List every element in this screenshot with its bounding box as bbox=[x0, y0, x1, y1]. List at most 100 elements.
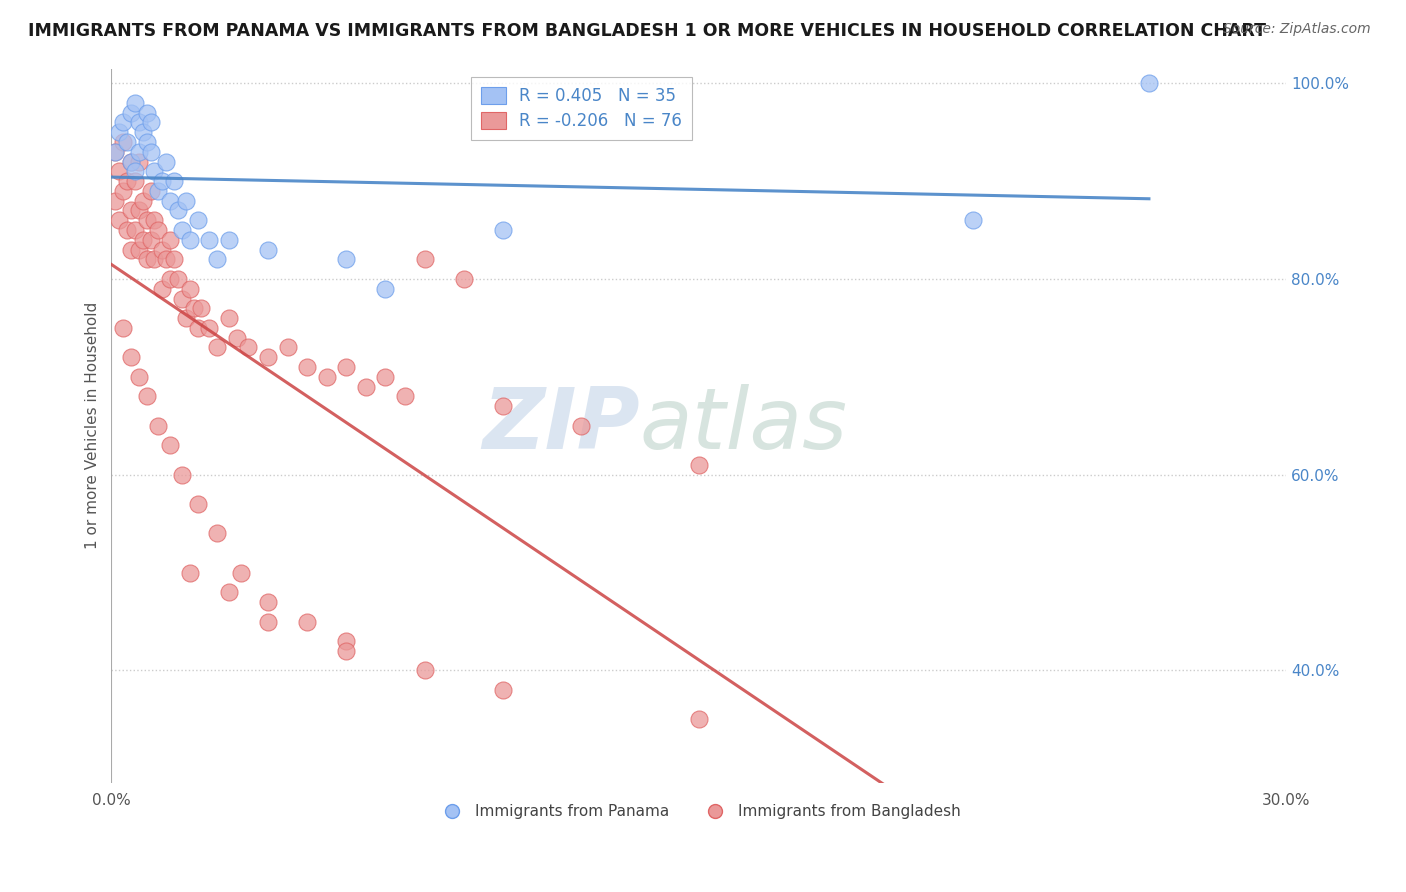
Point bbox=[143, 213, 166, 227]
Point bbox=[135, 135, 157, 149]
Point bbox=[120, 105, 142, 120]
Point bbox=[128, 154, 150, 169]
Point bbox=[167, 203, 190, 218]
Point bbox=[135, 252, 157, 267]
Point bbox=[150, 174, 173, 188]
Point bbox=[143, 252, 166, 267]
Point bbox=[205, 252, 228, 267]
Point bbox=[218, 311, 240, 326]
Point bbox=[104, 145, 127, 159]
Point bbox=[148, 184, 170, 198]
Point bbox=[112, 115, 135, 129]
Point bbox=[155, 154, 177, 169]
Point bbox=[132, 233, 155, 247]
Point bbox=[492, 399, 515, 413]
Point bbox=[159, 194, 181, 208]
Point bbox=[120, 203, 142, 218]
Point bbox=[120, 154, 142, 169]
Point bbox=[187, 497, 209, 511]
Point bbox=[112, 184, 135, 198]
Point bbox=[238, 341, 260, 355]
Point bbox=[335, 644, 357, 658]
Point bbox=[335, 634, 357, 648]
Point bbox=[115, 135, 138, 149]
Point bbox=[150, 282, 173, 296]
Point bbox=[229, 566, 252, 580]
Point bbox=[163, 252, 186, 267]
Point bbox=[167, 272, 190, 286]
Point bbox=[374, 369, 396, 384]
Point bbox=[155, 252, 177, 267]
Point bbox=[257, 351, 280, 365]
Point bbox=[150, 243, 173, 257]
Point bbox=[124, 95, 146, 110]
Point bbox=[108, 125, 131, 139]
Point bbox=[132, 194, 155, 208]
Point bbox=[163, 174, 186, 188]
Point bbox=[179, 282, 201, 296]
Point bbox=[128, 203, 150, 218]
Point bbox=[135, 213, 157, 227]
Point bbox=[135, 389, 157, 403]
Point bbox=[124, 174, 146, 188]
Point bbox=[108, 164, 131, 178]
Point bbox=[104, 194, 127, 208]
Point bbox=[257, 615, 280, 629]
Point bbox=[143, 164, 166, 178]
Point bbox=[198, 233, 221, 247]
Point bbox=[104, 145, 127, 159]
Point bbox=[492, 683, 515, 698]
Point bbox=[190, 301, 212, 316]
Point bbox=[277, 341, 299, 355]
Point bbox=[688, 458, 710, 472]
Point bbox=[139, 145, 162, 159]
Point bbox=[187, 213, 209, 227]
Point bbox=[335, 252, 357, 267]
Point bbox=[139, 233, 162, 247]
Point bbox=[170, 223, 193, 237]
Point bbox=[159, 438, 181, 452]
Point bbox=[218, 585, 240, 599]
Text: Source: ZipAtlas.com: Source: ZipAtlas.com bbox=[1223, 22, 1371, 37]
Point bbox=[128, 145, 150, 159]
Point bbox=[179, 566, 201, 580]
Point bbox=[335, 359, 357, 374]
Point bbox=[315, 369, 337, 384]
Point bbox=[413, 664, 436, 678]
Point bbox=[453, 272, 475, 286]
Point bbox=[413, 252, 436, 267]
Point bbox=[120, 154, 142, 169]
Point bbox=[120, 351, 142, 365]
Point bbox=[115, 223, 138, 237]
Point bbox=[295, 359, 318, 374]
Point bbox=[688, 713, 710, 727]
Point bbox=[187, 321, 209, 335]
Point bbox=[132, 125, 155, 139]
Point bbox=[170, 467, 193, 482]
Point bbox=[115, 174, 138, 188]
Point bbox=[394, 389, 416, 403]
Point bbox=[170, 292, 193, 306]
Point bbox=[205, 526, 228, 541]
Point bbox=[139, 184, 162, 198]
Point bbox=[257, 243, 280, 257]
Point bbox=[148, 223, 170, 237]
Point bbox=[179, 233, 201, 247]
Point bbox=[492, 223, 515, 237]
Point bbox=[1137, 76, 1160, 90]
Point bbox=[218, 233, 240, 247]
Point bbox=[120, 243, 142, 257]
Point bbox=[257, 595, 280, 609]
Point bbox=[128, 243, 150, 257]
Point bbox=[139, 115, 162, 129]
Point bbox=[148, 418, 170, 433]
Point bbox=[174, 311, 197, 326]
Point bbox=[128, 115, 150, 129]
Point bbox=[124, 164, 146, 178]
Point bbox=[108, 213, 131, 227]
Text: atlas: atlas bbox=[640, 384, 848, 467]
Point bbox=[183, 301, 205, 316]
Point bbox=[112, 135, 135, 149]
Point bbox=[225, 331, 247, 345]
Point bbox=[159, 272, 181, 286]
